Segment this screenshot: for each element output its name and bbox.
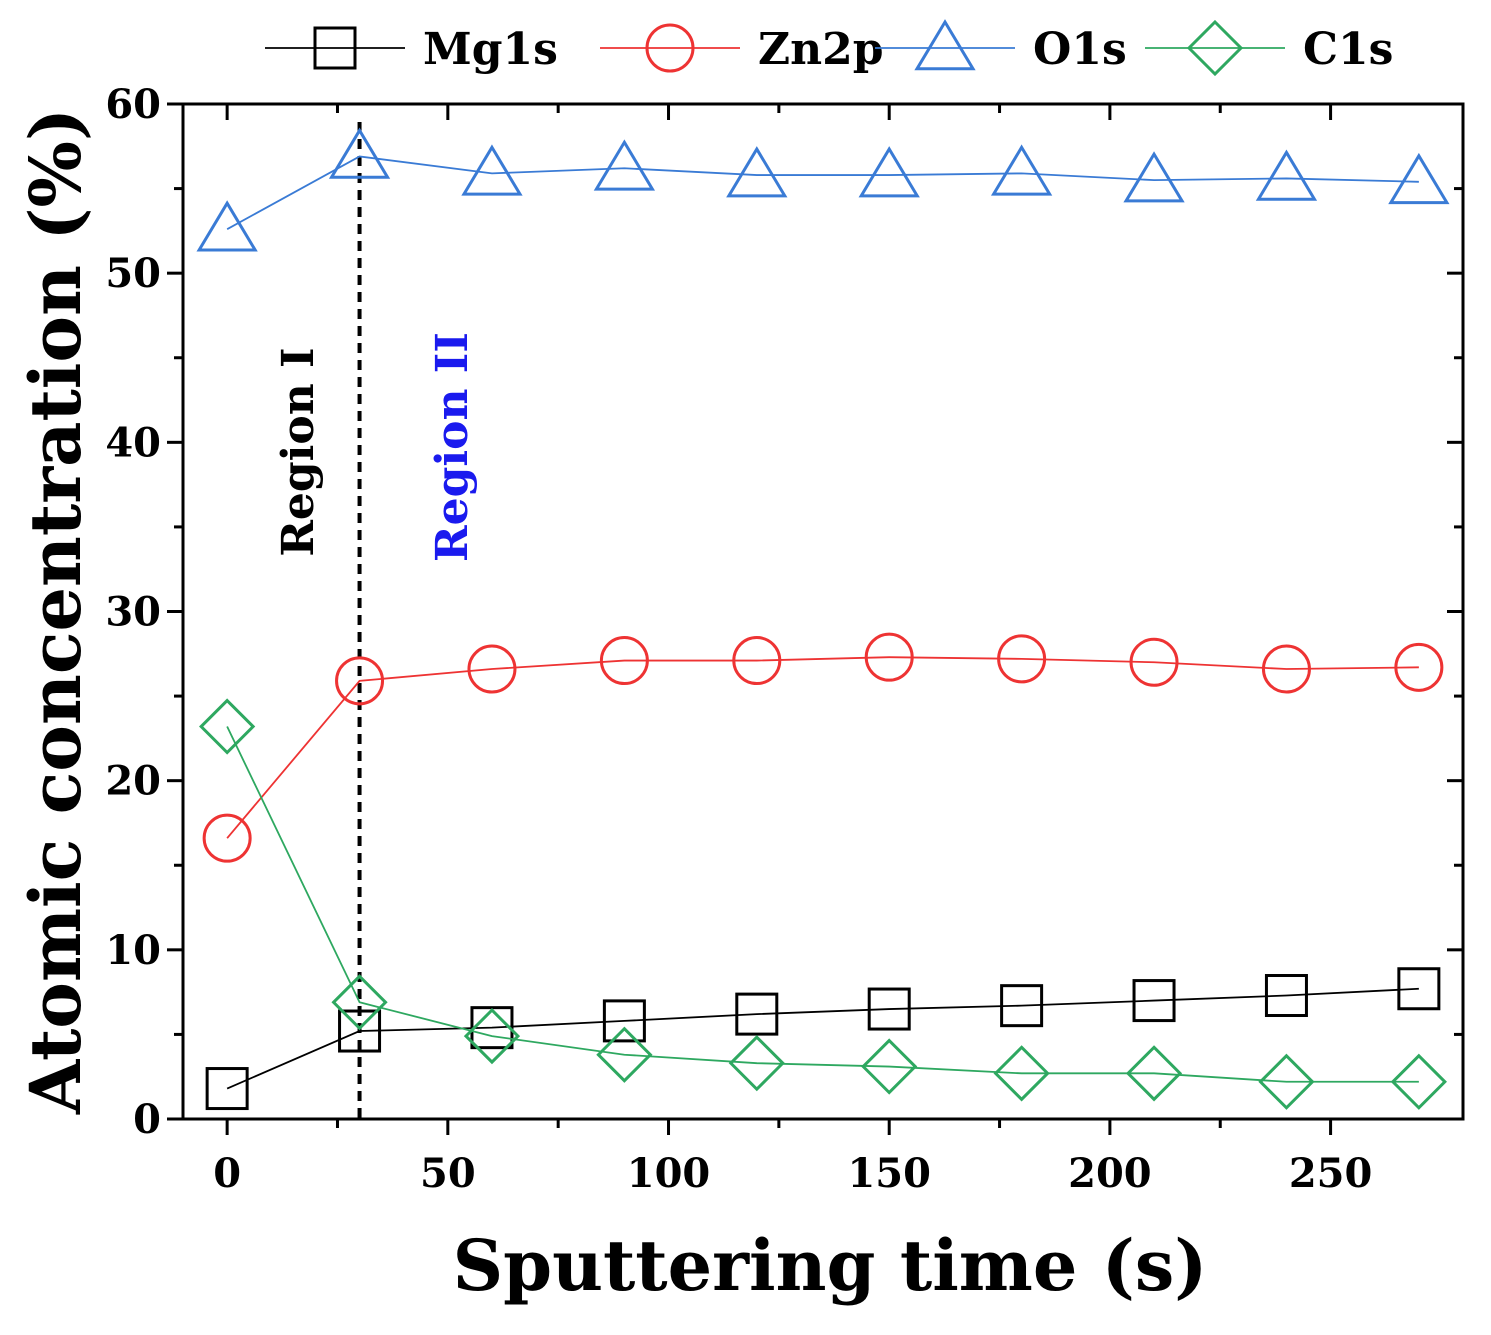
legend-marker-zn2p	[645, 23, 695, 73]
point-mg1s-0	[205, 1067, 249, 1111]
point-o1s-210	[1123, 151, 1185, 203]
x-axis-title: Sputtering time (s)	[453, 1224, 1208, 1307]
point-mg1s-210	[1132, 979, 1176, 1023]
x-tick-label-250: 250	[1289, 1150, 1373, 1197]
point-o1s-120	[726, 146, 788, 198]
x-tick-label-0: 0	[213, 1150, 241, 1197]
legend-marker-o1s	[914, 19, 976, 71]
legend-item-zn2p: Zn2p	[600, 23, 884, 75]
y-axis: 0 10 20 30 40 50 60	[105, 81, 1463, 1143]
series-mg1s	[205, 967, 1441, 1111]
point-o1s-150	[858, 146, 920, 198]
point-mg1s-240	[1264, 974, 1308, 1018]
legend-label-mg1s: Mg1s	[423, 24, 558, 75]
y-tick-label-20: 20	[105, 758, 161, 805]
x-axis: 0 50 100 150 200 250	[213, 104, 1372, 1197]
y-axis-title: Atomic concentration (%)	[14, 108, 97, 1115]
point-o1s-270	[1388, 152, 1450, 205]
point-zn2p-90	[599, 636, 649, 686]
legend-marker-mg1s	[313, 26, 357, 70]
legend-label-c1s: C1s	[1303, 24, 1393, 75]
point-o1s-240	[1255, 149, 1318, 201]
point-mg1s-150	[867, 987, 911, 1031]
point-zn2p-270	[1394, 642, 1444, 692]
point-zn2p-180	[997, 634, 1047, 684]
series-c1s	[199, 698, 1447, 1110]
point-o1s-90	[593, 139, 656, 191]
point-o1s-30	[328, 127, 391, 179]
point-c1s-30	[331, 974, 388, 1031]
legend-item-mg1s: Mg1s	[265, 24, 558, 75]
point-c1s-90	[596, 1026, 653, 1083]
legend-item-c1s: C1s	[1145, 19, 1393, 77]
series-line-zn2p	[226, 656, 1419, 839]
point-mg1s-90	[602, 999, 646, 1043]
point-zn2p-240	[1261, 644, 1311, 694]
point-o1s-0	[196, 200, 258, 252]
point-c1s-240	[1258, 1053, 1315, 1110]
point-c1s-0	[199, 698, 256, 755]
y-tick-label-40: 40	[105, 419, 161, 466]
point-c1s-150	[861, 1038, 918, 1095]
point-c1s-210	[1125, 1045, 1183, 1102]
series-layer	[196, 127, 1450, 1111]
y-tick-label-10: 10	[105, 927, 161, 974]
legend-marker-c1s	[1186, 19, 1244, 77]
series-line-c1s	[226, 726, 1419, 1083]
point-zn2p-0	[202, 813, 252, 863]
y-tick-label-30: 30	[105, 589, 161, 636]
legend-label-o1s: O1s	[1033, 24, 1127, 75]
x-tick-label-200: 200	[1068, 1150, 1152, 1197]
y-tick-label-50: 50	[105, 250, 161, 297]
point-c1s-270	[1390, 1053, 1447, 1110]
point-zn2p-210	[1129, 637, 1179, 687]
plot-area	[181, 102, 1465, 1121]
region-1-label: Region I	[273, 347, 324, 556]
legend: Mg1s Zn2p O1s C1s	[265, 19, 1393, 77]
legend-label-zn2p: Zn2p	[758, 24, 884, 75]
point-c1s-60	[463, 1007, 521, 1065]
y-tick-label-60: 60	[105, 81, 161, 128]
point-mg1s-120	[735, 992, 779, 1036]
point-zn2p-30	[335, 656, 385, 706]
point-zn2p-150	[864, 632, 914, 682]
point-zn2p-120	[732, 636, 782, 686]
point-mg1s-180	[1000, 984, 1044, 1028]
x-tick-label-150: 150	[847, 1150, 931, 1197]
region-2-label: Region II	[427, 332, 478, 562]
point-zn2p-60	[467, 644, 517, 694]
x-tick-label-50: 50	[420, 1150, 476, 1197]
series-zn2p	[202, 632, 1444, 863]
legend-item-o1s: O1s	[875, 19, 1127, 75]
y-tick-label-0: 0	[133, 1096, 161, 1143]
point-mg1s-30	[338, 1009, 382, 1053]
point-o1s-180	[990, 144, 1053, 196]
series-line-o1s	[226, 155, 1419, 230]
plot-frame	[181, 102, 1465, 1121]
series-o1s	[196, 127, 1450, 252]
point-c1s-120	[728, 1035, 785, 1092]
x-tick-label-100: 100	[627, 1150, 711, 1197]
series-line-mg1s	[226, 987, 1419, 1090]
point-c1s-180	[993, 1045, 1050, 1102]
point-o1s-60	[461, 144, 523, 196]
point-mg1s-60	[470, 1006, 514, 1050]
point-mg1s-270	[1397, 967, 1441, 1011]
